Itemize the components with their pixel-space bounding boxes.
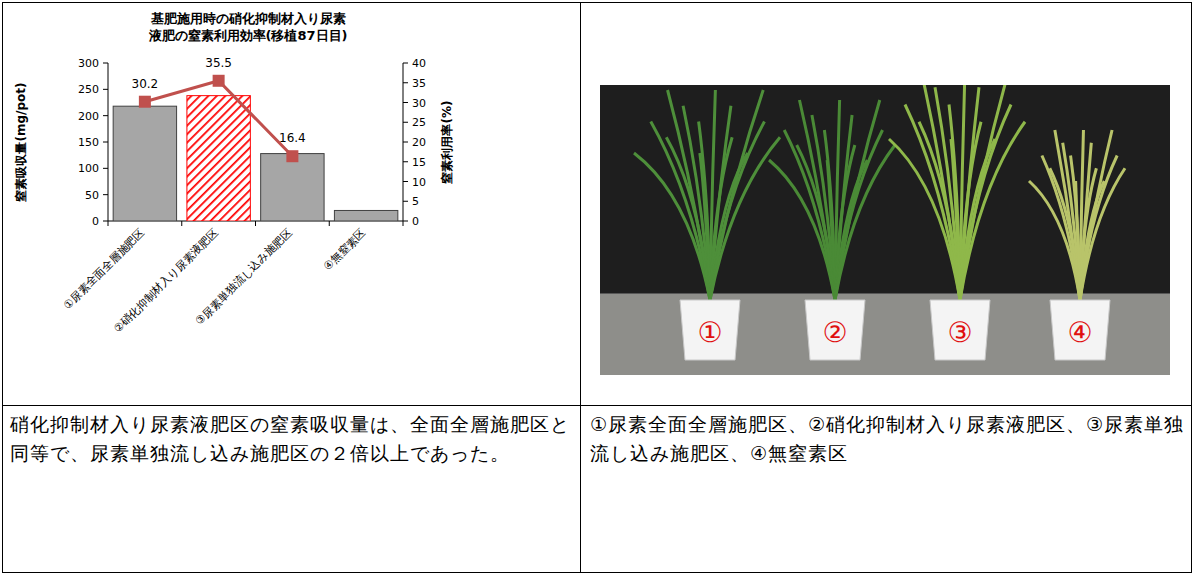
marker	[139, 96, 151, 108]
leaf	[699, 122, 710, 301]
y-tick-label: 300	[78, 57, 99, 70]
leaf	[1063, 143, 1080, 300]
chart: 基肥施用時の硝化抑制材入り尿素液肥の窒素利用効率(移植87日目)05010015…	[3, 3, 578, 403]
y-tick	[103, 221, 108, 222]
pot	[680, 300, 740, 360]
x-tick	[403, 221, 404, 226]
y-tick	[103, 168, 108, 169]
y2-tick	[403, 82, 408, 83]
axes: 0 50 100 150 200 250 300 0 5 10 15 20 25 30 35 40 ①尿素全面全…	[14, 57, 454, 335]
bar	[261, 154, 324, 221]
y2-tick-label: 20	[412, 136, 426, 149]
y-tick-label: 150	[78, 136, 99, 149]
y-tick-label: 250	[78, 83, 99, 96]
y-tick	[103, 115, 108, 116]
y-tick	[103, 63, 108, 64]
y2-tick	[403, 181, 408, 182]
y-tick-label: 0	[92, 215, 99, 228]
y2-tick	[403, 161, 408, 162]
y2-tick	[403, 221, 408, 222]
plot-marks	[113, 75, 398, 221]
y-axis-title: 窒素吸収量(mg/pot)	[14, 82, 28, 201]
table-divider	[580, 2, 581, 573]
leaf	[812, 115, 835, 300]
caption: 硝化抑制材入り尿素液肥区の窒素吸収量は、全面全層施肥区と同等で、尿素単独流し込み…	[10, 410, 572, 468]
y2-tick	[403, 201, 408, 202]
y2-tick-label: 15	[412, 156, 426, 169]
x-tick	[108, 221, 109, 226]
marker	[286, 150, 298, 162]
data-label: 30.2	[132, 77, 159, 91]
pot-label: ③	[947, 316, 972, 349]
table-divider	[2, 405, 1192, 406]
y2-tick-label: 30	[412, 97, 426, 110]
leaf	[949, 105, 960, 301]
bar	[187, 96, 250, 221]
y2-tick-label: 35	[412, 77, 426, 90]
y-tick-label: 50	[85, 189, 99, 202]
plant	[769, 100, 895, 360]
pot-label: ①	[697, 316, 722, 349]
data-label: 35.5	[205, 56, 232, 70]
pot	[805, 300, 865, 360]
pot-label: ④	[1067, 316, 1092, 349]
pot	[1050, 300, 1110, 360]
leaf	[1080, 168, 1125, 300]
y-tick	[103, 194, 108, 195]
leaf	[835, 145, 895, 300]
y2-tick	[403, 63, 408, 64]
bar	[334, 210, 397, 221]
y2-tick-label: 0	[412, 215, 419, 228]
x-tick	[329, 221, 330, 226]
x-tick-label: ③尿素単独流し込み施肥区	[193, 226, 295, 328]
photo: ① ② ③ ④	[600, 85, 1170, 375]
line	[145, 81, 293, 156]
y-tick-label: 100	[78, 162, 99, 175]
leaf	[683, 106, 710, 300]
caption: ①尿素全面全層施肥区、②硝化抑制材入り尿素液肥区、③尿素単独流し込み施肥区、④無…	[590, 410, 1186, 468]
y2-tick-label: 25	[412, 116, 426, 129]
y2-tick-label: 40	[412, 57, 426, 70]
leaf	[1080, 156, 1117, 301]
y2-tick-label: 10	[412, 176, 426, 189]
photo-floor	[600, 294, 1170, 375]
y-tick-label: 200	[78, 110, 99, 123]
data-labels: 30.2 35.5 16.4	[132, 56, 306, 145]
y2-tick	[403, 142, 408, 143]
x-tick	[181, 221, 182, 226]
leaf	[1071, 156, 1080, 301]
y2-tick	[403, 122, 408, 123]
plant	[634, 90, 780, 360]
y-tick	[103, 142, 108, 143]
leaf	[960, 122, 1025, 300]
leaf	[921, 85, 960, 300]
pot	[930, 300, 990, 360]
plant	[889, 85, 1025, 360]
bar	[113, 106, 176, 221]
marker	[213, 75, 225, 87]
title-line: 液肥の窒素利用効率(移植87日目)	[148, 28, 348, 43]
y2-tick	[403, 102, 408, 103]
data-label: 16.4	[279, 131, 306, 145]
y2-tick-label: 5	[412, 195, 419, 208]
title-line: 基肥施用時の硝化抑制材入り尿素	[150, 11, 346, 26]
leaf	[935, 87, 960, 300]
y-tick	[103, 89, 108, 90]
x-tick-label: ④無窒素区	[321, 226, 368, 273]
x-tick	[255, 221, 256, 226]
plant	[1029, 130, 1125, 360]
chart-title: 基肥施用時の硝化抑制材入り尿素液肥の窒素利用効率(移植87日目)	[148, 11, 348, 43]
pot-label: ②	[822, 316, 847, 349]
leaf	[824, 130, 835, 300]
y2-axis-title: 窒素利用率(%)	[440, 101, 454, 184]
x-tick-label: ①尿素全面全層施肥区	[61, 226, 147, 312]
